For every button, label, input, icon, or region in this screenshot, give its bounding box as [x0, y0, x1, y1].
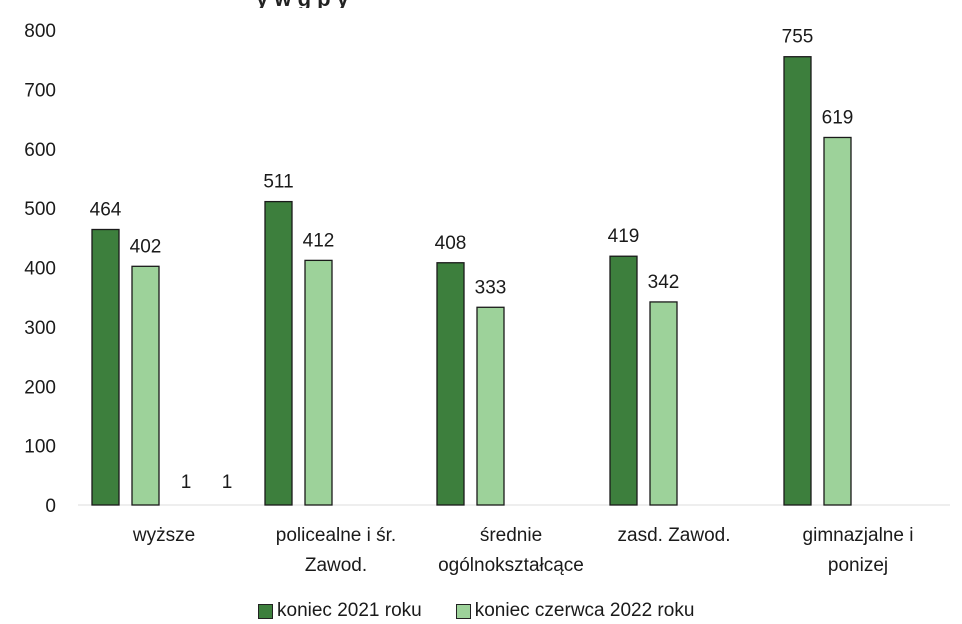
y-tick-label-500: 500	[24, 199, 56, 220]
category-label-4-line-0: gimnazjalne i	[803, 525, 914, 546]
data-label-2021-0: 464	[90, 200, 122, 221]
bar-chart: 0 100 200 300 400 500 600 700 800 464 511 408 419 755…	[24, 21, 950, 576]
y-tick-label-700: 700	[24, 80, 56, 101]
chart-title-text: y w g p y	[256, 0, 349, 8]
category-label-2-line-1: ogólnokształcące	[438, 555, 584, 576]
legend-swatch-2022	[455, 603, 471, 619]
category-label-4-line-1: ponizej	[828, 555, 888, 576]
y-tick-label-300: 300	[24, 318, 56, 339]
bar-2022-0	[131, 265, 160, 506]
legend: koniec 2021 roku koniec czerwca 2022 rok…	[258, 600, 728, 622]
bar-2021-4	[783, 56, 812, 506]
extra-data-label-1: 1	[222, 472, 233, 493]
y-tick-label-400: 400	[24, 259, 56, 280]
y-tick-label-600: 600	[24, 140, 56, 161]
data-label-2021-3: 419	[608, 226, 640, 247]
data-label-2021-1: 511	[263, 172, 293, 193]
y-tick-label-100: 100	[24, 437, 56, 458]
legend-label-2022: koniec czerwca 2022 roku	[474, 600, 695, 621]
bar-2021-0	[91, 228, 120, 506]
category-label-1-line-1: Zawod.	[305, 555, 367, 576]
chart-title-fragment: y w g p y	[0, 0, 962, 8]
category-label-1-line-0: policealne i śr.	[276, 525, 396, 546]
y-tick-label-200: 200	[24, 377, 56, 398]
bar-2021-1	[264, 200, 293, 506]
data-label-2022-0: 402	[130, 236, 162, 257]
data-label-2021-2: 408	[435, 233, 467, 254]
data-label-2022-1: 412	[303, 230, 335, 251]
bar-2022-1	[304, 259, 333, 506]
bar-2021-2	[436, 262, 465, 506]
bar-2022-3	[649, 301, 678, 506]
data-label-2021-4: 755	[782, 27, 814, 48]
bar-2022-2	[476, 306, 505, 506]
category-label-0-line-0: wyższe	[132, 525, 195, 546]
data-label-2022-2: 333	[475, 277, 507, 298]
category-label-3-line-0: zasd. Zawod.	[618, 525, 731, 546]
bar-2021-3	[609, 255, 638, 506]
y-tick-label-0: 0	[45, 496, 56, 517]
legend-swatch-2021	[258, 603, 273, 619]
data-label-2022-3: 342	[648, 272, 680, 293]
bar-2022-4	[823, 136, 852, 506]
legend-label-2021: koniec 2021 roku	[277, 600, 422, 621]
y-tick-label-800: 800	[24, 21, 56, 42]
legend-item-2021: koniec 2021 roku	[258, 600, 422, 622]
data-label-2022-4: 619	[822, 107, 854, 128]
extra-data-label-0: 1	[181, 472, 192, 493]
category-label-2-line-0: średnie	[480, 525, 542, 546]
legend-item-2022: koniec czerwca 2022 roku	[455, 600, 695, 622]
